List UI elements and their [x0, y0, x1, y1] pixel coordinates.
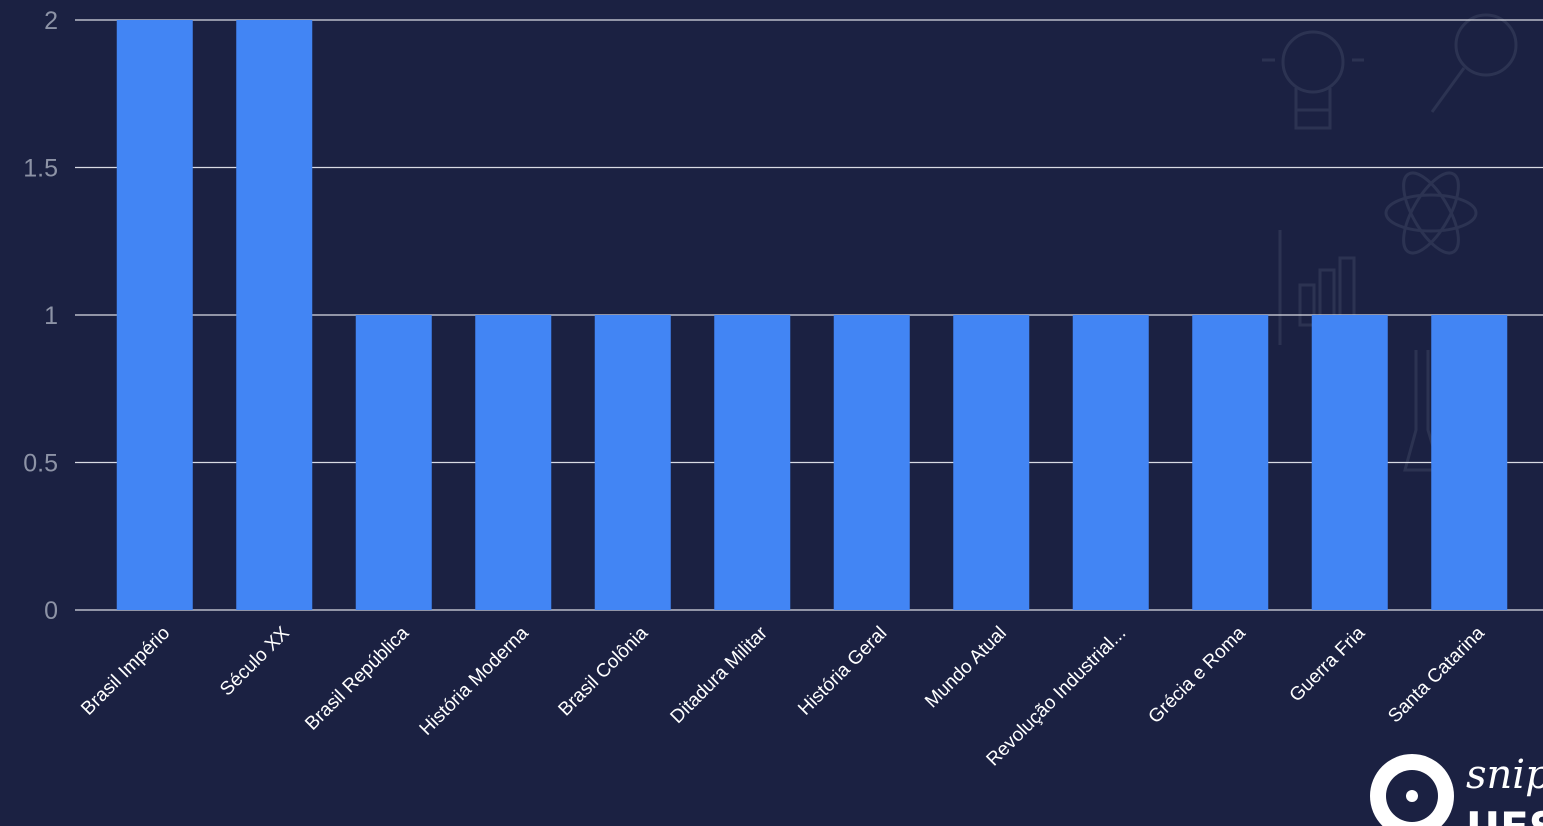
watermark-line1: snip: [1466, 752, 1543, 798]
y-axis-ticks: 0 0.5 1 1.5 2: [23, 7, 58, 625]
watermark-logo: snip UES: [1370, 752, 1543, 826]
y-tick-label: 2: [44, 7, 58, 35]
x-axis-labels: Brasil Império Século XX Brasil República H…: [77, 622, 1489, 770]
bar[interactable]: [1311, 315, 1388, 610]
bar[interactable]: [475, 315, 552, 610]
atom-icon: [1384, 171, 1478, 255]
y-tick-label: 1.5: [23, 155, 58, 183]
y-tick-label: 0.5: [23, 450, 58, 478]
bar[interactable]: [355, 315, 432, 610]
magnifier-icon: [1430, 13, 1518, 113]
bar[interactable]: [953, 315, 1030, 610]
bar[interactable]: [1072, 315, 1149, 610]
x-tick-label: Mundo Atual: [921, 623, 1011, 713]
x-tick-label: Revolução Industrial...: [983, 623, 1131, 771]
x-tick-label: Brasil Império: [77, 623, 174, 720]
bar[interactable]: [594, 315, 671, 610]
x-tick-label: História Geral: [794, 623, 891, 720]
bars: [116, 20, 1508, 610]
flask-icon: [1403, 350, 1443, 472]
bar[interactable]: [833, 315, 910, 610]
x-tick-label: Guerra Fria: [1286, 622, 1370, 706]
y-tick-label: 0: [44, 597, 58, 625]
bar[interactable]: [1192, 315, 1269, 610]
y-tick-label: 1: [44, 302, 58, 330]
bar[interactable]: [236, 20, 313, 610]
x-tick-label: Ditadura Militar: [667, 622, 773, 728]
x-tick-label: Brasil República: [301, 622, 413, 734]
bar[interactable]: [116, 20, 193, 610]
bar[interactable]: [714, 315, 791, 610]
x-tick-label: Século XX: [216, 622, 294, 700]
x-tick-label: Brasil Colônia: [555, 622, 653, 720]
x-tick-label: História Moderna: [416, 622, 533, 739]
bar[interactable]: [1431, 315, 1508, 610]
lightbulb-icon: [1262, 30, 1364, 130]
x-tick-label: Santa Catarina: [1384, 622, 1489, 727]
watermark-line2: UES: [1466, 803, 1543, 826]
x-tick-label: Grécia e Roma: [1145, 622, 1251, 728]
gridlines: [75, 19, 1543, 611]
